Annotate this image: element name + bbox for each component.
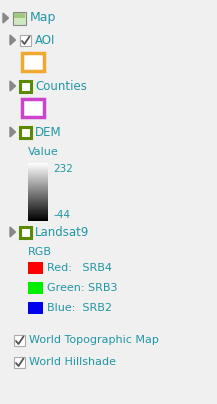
Text: World Topographic Map: World Topographic Map (29, 335, 159, 345)
FancyBboxPatch shape (14, 335, 25, 345)
FancyBboxPatch shape (22, 99, 44, 117)
Text: AOI: AOI (35, 34, 55, 46)
Text: RGB: RGB (28, 247, 52, 257)
Text: 232: 232 (53, 164, 73, 174)
FancyBboxPatch shape (28, 262, 43, 274)
Text: World Hillshade: World Hillshade (29, 357, 116, 367)
Text: Map: Map (30, 11, 56, 25)
FancyBboxPatch shape (28, 282, 43, 294)
Bar (14, 13, 25, 18)
Text: Red:   SRB4: Red: SRB4 (47, 263, 112, 273)
FancyBboxPatch shape (28, 302, 43, 314)
Polygon shape (10, 127, 15, 137)
FancyBboxPatch shape (20, 34, 31, 46)
FancyBboxPatch shape (22, 53, 44, 71)
Text: -44: -44 (53, 210, 70, 220)
Text: Counties: Counties (35, 80, 87, 93)
FancyBboxPatch shape (20, 126, 31, 137)
Text: Landsat9: Landsat9 (35, 225, 89, 238)
FancyBboxPatch shape (20, 227, 31, 238)
Text: Blue:  SRB2: Blue: SRB2 (47, 303, 112, 313)
FancyBboxPatch shape (14, 356, 25, 368)
Text: Value: Value (28, 147, 59, 157)
Text: Green: SRB3: Green: SRB3 (47, 283, 117, 293)
Text: DEM: DEM (35, 126, 62, 139)
FancyBboxPatch shape (20, 80, 31, 91)
Polygon shape (10, 227, 15, 237)
FancyBboxPatch shape (13, 11, 26, 25)
Polygon shape (10, 35, 15, 45)
Polygon shape (3, 13, 8, 23)
Polygon shape (10, 81, 15, 91)
